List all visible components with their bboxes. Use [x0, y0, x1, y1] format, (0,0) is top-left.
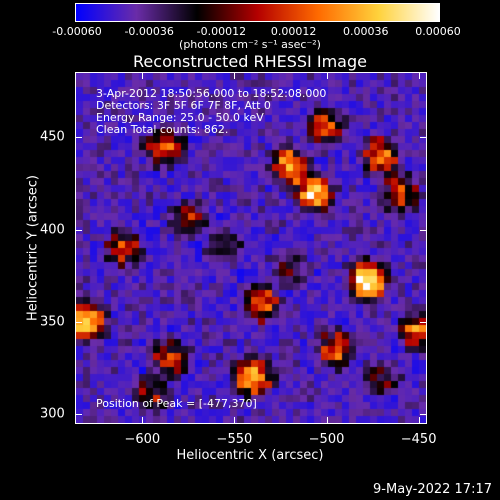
- x-axis-label: Heliocentric X (arcsec): [176, 448, 324, 463]
- x-tick-label: −550: [216, 432, 253, 447]
- colorbar: [75, 3, 440, 22]
- x-tick: [234, 73, 236, 79]
- y-tick: [420, 413, 426, 415]
- colorbar-tick-label: 0.00036: [343, 25, 389, 38]
- energy-range-text: Energy Range: 25.0 - 50.0 keV: [96, 111, 264, 124]
- x-tick: [418, 417, 420, 423]
- colorbar-tick-label: 0.00012: [270, 25, 317, 38]
- heatmap: [76, 73, 426, 423]
- y-tick: [76, 229, 82, 231]
- y-tick: [76, 321, 82, 323]
- colorbar-tick-label: 0.00060: [415, 25, 461, 38]
- y-tick-label: 400: [40, 222, 65, 238]
- colorbar-tick-label: -0.00036: [124, 25, 174, 38]
- y-tick-label: 450: [40, 129, 65, 145]
- x-tick-label: −450: [400, 432, 437, 447]
- y-tick: [420, 229, 426, 231]
- x-tick: [142, 417, 144, 423]
- x-tick-label: −600: [124, 432, 161, 447]
- clean-counts-text: Clean Total counts: 862.: [96, 123, 229, 136]
- time-range-text: 3-Apr-2012 18:50:56.000 to 18:52:08.000: [96, 87, 327, 100]
- y-tick: [420, 137, 426, 139]
- colorbar-tick-label: -0.00060: [52, 25, 102, 38]
- colorbar-units: (photons cm⁻² s⁻¹ asec⁻²): [179, 38, 321, 51]
- colorbar-tick-label: -0.00012: [196, 25, 247, 38]
- y-tick: [76, 413, 82, 415]
- x-tick: [142, 73, 144, 79]
- y-axis-label: Heliocentric Y (arcsec): [25, 175, 41, 321]
- peak-position-text: Position of Peak = [-477,370]: [96, 397, 257, 410]
- x-tick-label: −500: [308, 432, 345, 447]
- x-tick: [326, 73, 328, 79]
- detectors-text: Detectors: 3F 5F 6F 7F 8F, Att 0: [96, 99, 271, 112]
- x-tick: [418, 73, 420, 79]
- x-tick: [326, 417, 328, 423]
- plot-title: Reconstructed RHESSI Image: [133, 52, 367, 71]
- y-tick-label: 350: [40, 314, 65, 330]
- y-tick: [420, 321, 426, 323]
- image-plot: 3-Apr-2012 18:50:56.000 to 18:52:08.000 …: [75, 72, 427, 424]
- y-tick-label: 300: [40, 406, 65, 422]
- y-tick: [76, 137, 82, 139]
- x-tick: [234, 417, 236, 423]
- datestamp: 9-May-2022 17:17: [373, 482, 492, 497]
